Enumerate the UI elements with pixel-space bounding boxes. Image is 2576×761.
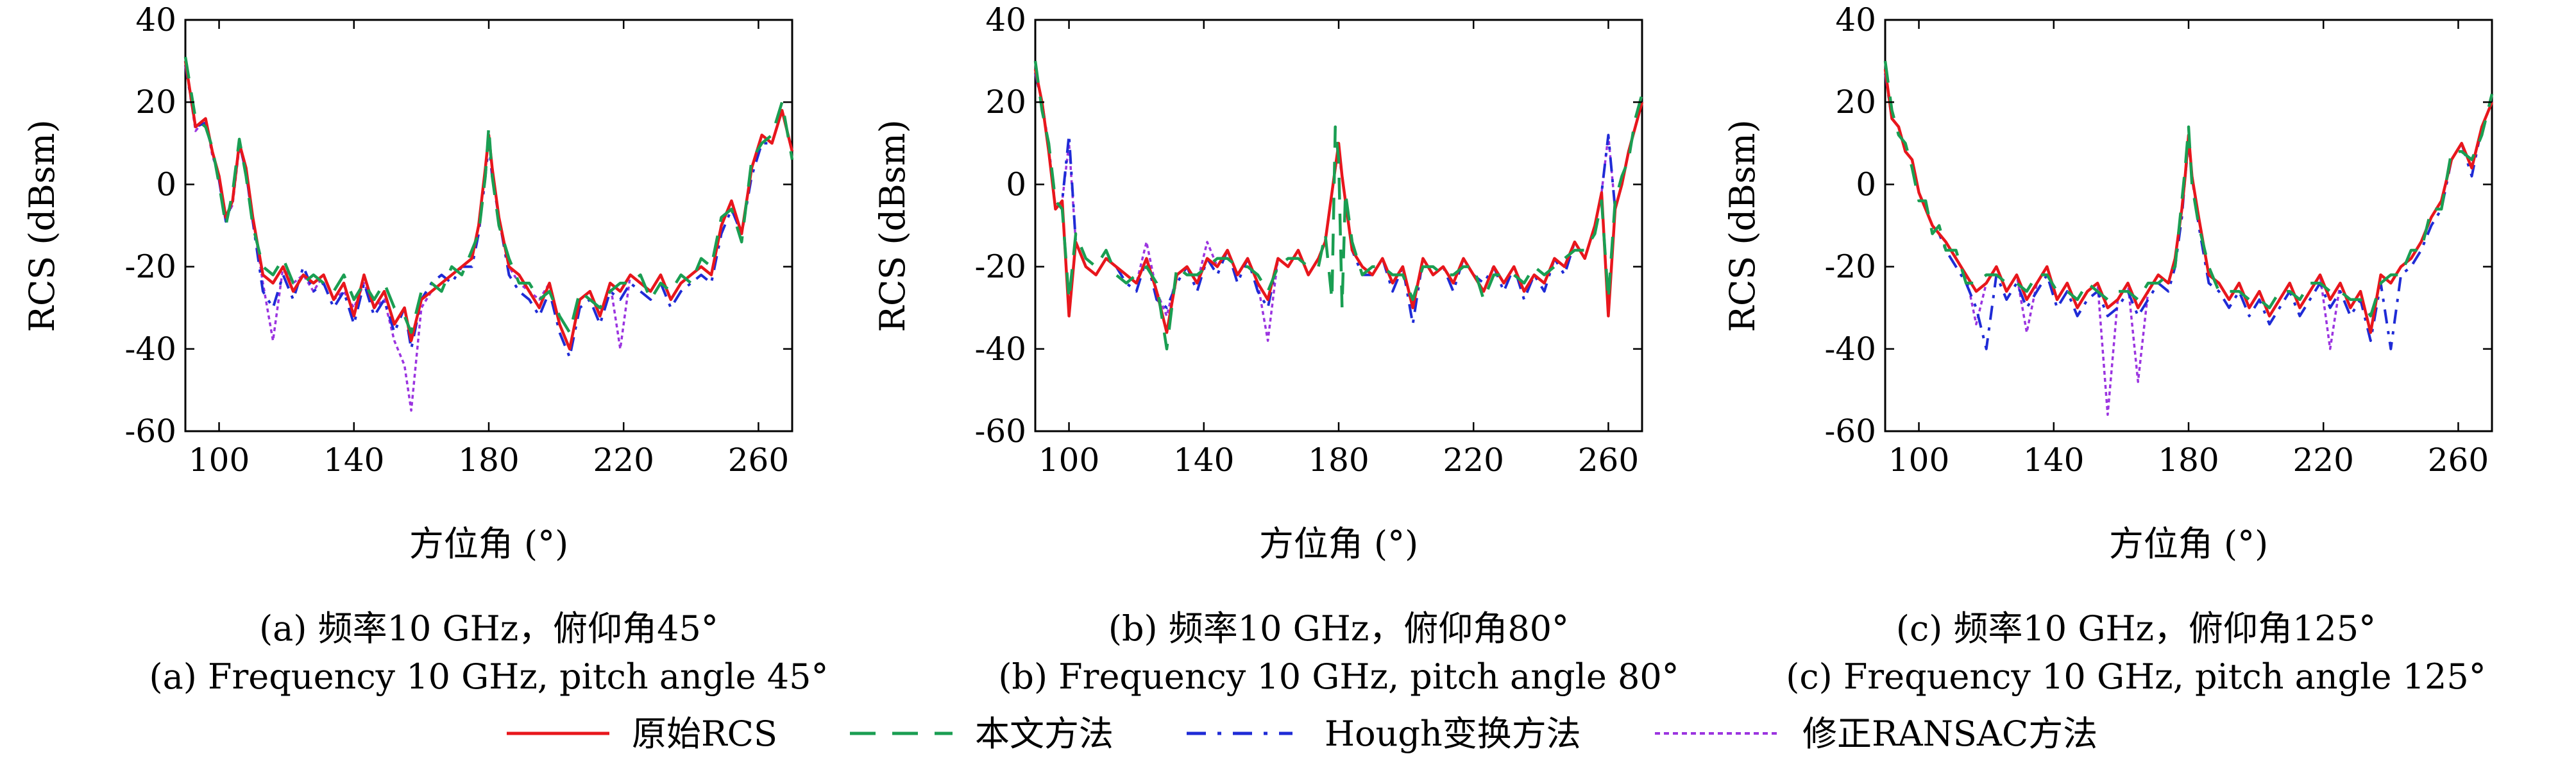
y-tick-label-b: 40 (985, 1, 1026, 38)
y-tick-label-c: 40 (1835, 1, 1876, 38)
panel-b: 100 140 180 220 260 40 20 0 -20 -40 -60 RCS (dBsm)… (872, 1, 1679, 697)
x-tick-label-c: 140 (2023, 441, 2084, 479)
x-tick-label-a: 180 (458, 441, 519, 479)
x-tick-label-c: 180 (2158, 441, 2219, 479)
series-line-proposed-c (1883, 60, 2494, 318)
x-tick-label-b: 220 (1443, 441, 1504, 479)
caption-en-c: (c) Frequency 10 GHz, pitch angle 125° (1786, 656, 2486, 697)
y-tick-label-a: 40 (135, 1, 176, 38)
y-tick-label-c: 20 (1835, 83, 1876, 121)
y-tick-label-a: 20 (135, 83, 176, 121)
y-tick-label-a: -20 (124, 248, 176, 286)
y-tick-label-a: 0 (156, 166, 176, 203)
series-line-ransac-c (1884, 69, 2493, 416)
ticks-a: 100 140 180 220 260 40 20 0 -20 -40 -60 (124, 1, 792, 479)
caption-en-b: (b) Frequency 10 GHz, pitch angle 80° (998, 656, 1679, 697)
y-tick-label-b: -20 (974, 248, 1026, 286)
y-tick-label-c: -20 (1824, 248, 1876, 286)
legend-label-proposed: 本文方法 (975, 714, 1114, 754)
x-tick-label-b: 100 (1038, 441, 1099, 479)
plot-frame-c (1884, 19, 2493, 432)
x-tick-label-b: 260 (1578, 441, 1639, 479)
panel-c: 100 140 180 220 260 40 20 0 -20 -40 -60 RCS (dBsm)… (1722, 1, 2494, 697)
y-tick-label-b: -60 (974, 413, 1026, 450)
x-tick-label-b: 140 (1173, 441, 1234, 479)
y-tick-label-b: 20 (985, 83, 1026, 121)
x-axis-label-a: 方位角 (°) (409, 524, 568, 564)
x-tick-label-c: 220 (2293, 441, 2354, 479)
caption-en-a: (a) Frequency 10 GHz, pitch angle 45° (149, 656, 829, 697)
x-tick-label-a: 140 (323, 441, 384, 479)
caption-cn-c: (c) 频率10 GHz，俯仰角125° (1896, 608, 2376, 649)
x-tick-label-a: 220 (593, 441, 654, 479)
series-group-a (183, 56, 794, 412)
x-axis-label-b: 方位角 (°) (1259, 524, 1418, 564)
series-line-ransac-b (1034, 69, 1643, 342)
y-axis-label-c: RCS (dBsm) (1722, 119, 1763, 332)
y-tick-label-b: 0 (1006, 166, 1026, 203)
series-group-b (1033, 60, 1644, 351)
x-tick-label-a: 100 (189, 441, 250, 479)
legend-label-hough: Hough变换方法 (1325, 714, 1581, 754)
ticks-c: 100 140 180 220 260 40 20 0 -20 -40 -60 (1824, 1, 2492, 479)
series-line-original-c (1883, 69, 2494, 334)
y-tick-label-c: 0 (1856, 166, 1876, 203)
series-line-hough-c (1884, 73, 2493, 350)
ticks-b: 100 140 180 220 260 40 20 0 -20 -40 -60 (974, 1, 1642, 479)
y-tick-label-c: -60 (1824, 413, 1876, 450)
plot-frame-a (184, 19, 793, 432)
series-line-proposed-b (1033, 60, 1644, 351)
x-tick-label-c: 100 (1888, 441, 1949, 479)
caption-cn-b: (b) 频率10 GHz，俯仰角80° (1108, 608, 1569, 649)
y-axis-label-b: RCS (dBsm) (872, 119, 913, 332)
legend-label-ransac: 修正RANSAC方法 (1802, 714, 2097, 754)
x-tick-label-c: 260 (2428, 441, 2489, 479)
y-tick-label-a: -40 (124, 330, 176, 368)
plot-frame-b (1034, 19, 1643, 432)
series-line-original-b (1033, 69, 1644, 334)
series-line-proposed-a (183, 56, 794, 334)
legend: 原始RCS 本文方法 Hough变换方法 修正RANSAC方法 (507, 714, 2097, 754)
x-tick-label-b: 180 (1308, 441, 1369, 479)
y-axis-label-a: RCS (dBsm) (22, 119, 62, 332)
caption-cn-a: (a) 频率10 GHz，俯仰角45° (259, 608, 718, 649)
series-line-ransac-a (184, 60, 793, 412)
panel-a: 100 140 180 220 260 40 20 0 -20 -40 -60 RCS (dBsm)… (22, 1, 829, 697)
y-tick-label-c: -40 (1824, 330, 1876, 368)
legend-label-original: 原始RCS (632, 714, 777, 754)
x-tick-label-a: 260 (728, 441, 789, 479)
series-line-original-a (183, 60, 794, 351)
x-axis-label-c: 方位角 (°) (2109, 524, 2268, 564)
y-tick-label-b: -40 (974, 330, 1026, 368)
series-group-c (1883, 60, 2494, 416)
y-tick-label-a: -60 (124, 413, 176, 450)
